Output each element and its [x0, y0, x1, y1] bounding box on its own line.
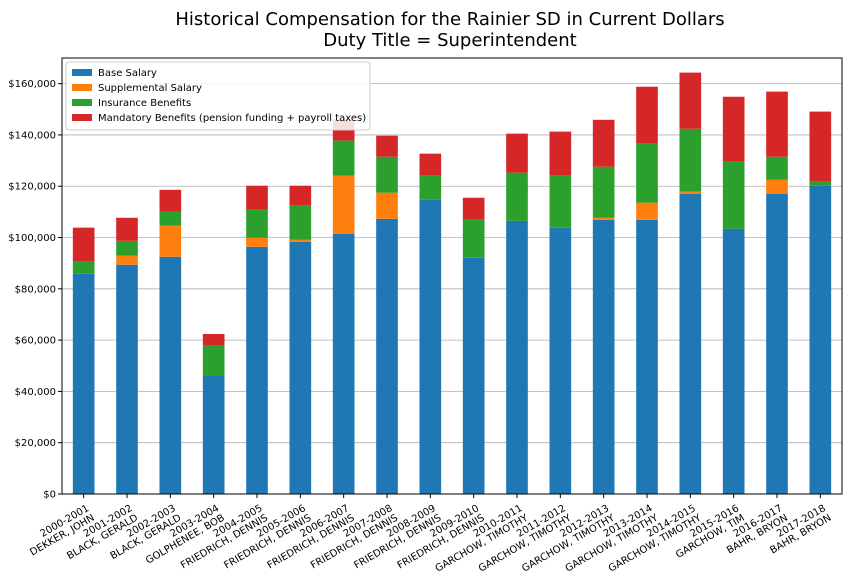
- bar-segment: [246, 209, 268, 238]
- bar-segment: [506, 133, 528, 173]
- bar-segment: [159, 225, 182, 257]
- bar-segment: [72, 273, 95, 494]
- bar-segment: [462, 197, 485, 220]
- bar-segment: [289, 239, 312, 242]
- bar-segment: [419, 199, 442, 494]
- bar-segment: [289, 241, 312, 494]
- bar-segment: [376, 135, 398, 157]
- bar-segment: [202, 344, 225, 377]
- legend: Base Salary Supplemental Salary Insurance …: [65, 61, 371, 131]
- bar-segment: [159, 256, 182, 494]
- legend-swatch: [72, 69, 92, 76]
- legend-label: Mandatory Benefits (pension funding + pa…: [98, 113, 366, 124]
- bar-segment: [116, 255, 138, 265]
- bar-segment: [376, 156, 398, 193]
- bar-segment: [246, 185, 268, 210]
- bar-segment: [809, 111, 832, 182]
- bar-segment: [116, 264, 138, 494]
- bar-segment: [766, 156, 788, 180]
- legend-label: Base Salary: [98, 68, 157, 79]
- legend-label: Supplemental Salary: [98, 83, 202, 94]
- plot-frame: [61, 57, 843, 495]
- bar-segment: [116, 240, 138, 256]
- chart-subtitle: Duty Title = Superintendent: [323, 30, 576, 51]
- legend-box: [65, 61, 371, 131]
- bar-segment: [766, 193, 788, 494]
- bar-segment: [376, 192, 398, 219]
- bar-segment: [679, 193, 702, 494]
- bar-segment: [506, 220, 528, 494]
- bar-segment: [722, 228, 745, 494]
- y-tick-label: $160,000: [8, 79, 56, 90]
- legend-swatch: [72, 99, 92, 106]
- bar-segment: [332, 140, 355, 176]
- y-tick-label: $100,000: [8, 233, 56, 244]
- y-tick-label: $40,000: [15, 387, 56, 398]
- bar-segment: [549, 227, 572, 495]
- bar-segment: [679, 72, 702, 129]
- bar-segment: [462, 219, 485, 258]
- bar-segment: [116, 217, 138, 241]
- legend-swatch: [72, 114, 92, 121]
- bar-segment: [419, 153, 442, 176]
- bar-segment: [592, 166, 615, 218]
- bar-segment: [332, 175, 355, 234]
- bar-segment: [376, 218, 398, 494]
- y-tick-label: $60,000: [15, 336, 56, 347]
- bar-segment: [462, 257, 485, 494]
- bar-segment: [549, 175, 572, 228]
- bar-segment: [72, 227, 95, 262]
- bar-segment: [72, 261, 95, 274]
- bar-segment: [159, 189, 182, 212]
- bar-segment: [592, 217, 615, 220]
- bar-segment: [419, 175, 442, 200]
- chart-title: Historical Compensation for the Rainier …: [175, 9, 724, 30]
- bar-segment: [332, 233, 355, 494]
- legend-label: Insurance Benefits: [98, 98, 191, 109]
- bar-segment: [722, 96, 745, 162]
- y-tick-label: $80,000: [15, 284, 56, 295]
- bar-segment: [549, 131, 572, 176]
- bar-segment: [506, 172, 528, 221]
- bar-segment: [159, 211, 182, 226]
- bar-segment: [246, 246, 268, 494]
- bar-segment: [766, 91, 788, 157]
- bar-segment: [722, 161, 745, 229]
- bar-segment: [809, 185, 832, 494]
- bar-segment: [246, 237, 268, 247]
- bar-segment: [809, 181, 832, 186]
- bar-segment: [636, 86, 658, 144]
- bar-segment: [202, 333, 225, 345]
- bar-segment: [679, 128, 702, 192]
- legend-swatch: [72, 84, 92, 91]
- bar-segment: [592, 119, 615, 167]
- bar-segment: [766, 179, 788, 194]
- y-tick-label: $120,000: [8, 182, 56, 193]
- y-tick-label: $140,000: [8, 130, 56, 141]
- bar-segment: [592, 219, 615, 494]
- bar-segment: [679, 191, 702, 194]
- bar-segment: [202, 376, 225, 494]
- bar-segment: [289, 205, 312, 240]
- bar-segment: [636, 202, 658, 220]
- bar-segment: [636, 143, 658, 203]
- y-tick-label: $20,000: [15, 438, 56, 449]
- bar-segment: [289, 185, 312, 206]
- y-tick-label: $0: [43, 490, 56, 501]
- bar-segment: [636, 219, 658, 494]
